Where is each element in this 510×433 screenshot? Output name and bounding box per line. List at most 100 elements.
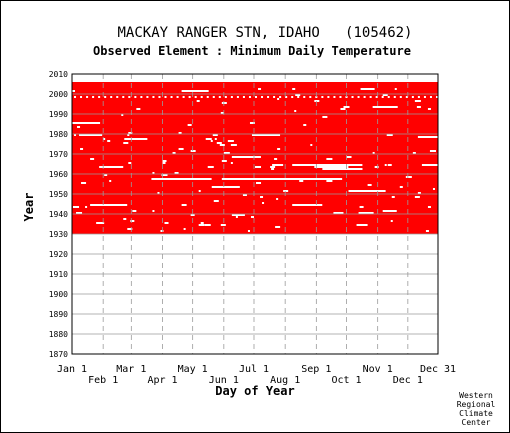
missing-data-gap bbox=[134, 96, 137, 98]
missing-data-gap bbox=[92, 96, 95, 98]
missing-data-gap bbox=[98, 96, 101, 98]
missing-data-gap bbox=[74, 96, 77, 98]
missing-data-gap bbox=[85, 206, 88, 208]
missing-data-gap bbox=[374, 166, 379, 168]
missing-data-gap bbox=[417, 96, 420, 98]
missing-data-gap bbox=[249, 122, 255, 124]
missing-data-gap bbox=[262, 202, 265, 204]
missing-data-gap bbox=[255, 96, 258, 98]
missing-data-gap bbox=[230, 96, 233, 98]
missing-data-gap bbox=[279, 96, 282, 98]
missing-data-gap bbox=[227, 140, 234, 142]
missing-data-gap bbox=[382, 210, 397, 212]
missing-data-gap bbox=[73, 206, 80, 208]
missing-data-gap bbox=[248, 96, 251, 98]
y-tick-label: 2000 bbox=[49, 90, 68, 99]
missing-data-gap bbox=[303, 96, 306, 98]
missing-data-gap bbox=[182, 96, 185, 98]
missing-data-gap bbox=[86, 96, 89, 98]
missing-data-gap bbox=[231, 156, 261, 158]
missing-data-gap bbox=[210, 140, 213, 142]
missing-data-gap bbox=[124, 138, 148, 140]
missing-data-gap bbox=[151, 178, 212, 180]
missing-data-gap bbox=[425, 230, 429, 232]
missing-data-gap bbox=[81, 182, 87, 184]
missing-data-gap bbox=[72, 90, 76, 92]
missing-data-gap bbox=[190, 214, 195, 216]
missing-data-gap bbox=[196, 100, 200, 102]
missing-data-gap bbox=[255, 166, 262, 168]
plot-border bbox=[71, 73, 439, 355]
missing-data-gap bbox=[96, 222, 105, 224]
missing-data-gap bbox=[194, 96, 197, 98]
missing-data-gap bbox=[123, 142, 129, 144]
missing-data-gap bbox=[188, 96, 191, 98]
missing-data-gap bbox=[164, 222, 169, 224]
missing-data-gap bbox=[299, 180, 304, 182]
x-tick-label: Nov 1 bbox=[363, 364, 393, 375]
missing-data-gap bbox=[160, 230, 164, 232]
missing-data-gap bbox=[212, 96, 215, 98]
x-tick-label: Aug 1 bbox=[270, 375, 300, 386]
credit-line-4: Center bbox=[462, 418, 491, 427]
y-axis-label: Year bbox=[22, 193, 36, 222]
missing-data-gap bbox=[375, 96, 378, 98]
missing-data-gap bbox=[216, 142, 222, 144]
y-tick-label: 1910 bbox=[49, 270, 68, 279]
missing-data-gap bbox=[391, 196, 395, 198]
missing-data-gap bbox=[104, 96, 107, 98]
missing-data-gap bbox=[132, 210, 137, 212]
missing-data-gap bbox=[411, 96, 414, 98]
missing-data-gap bbox=[122, 96, 125, 98]
missing-data-gap bbox=[297, 96, 300, 98]
missing-data-gap bbox=[421, 164, 442, 166]
missing-data-gap bbox=[277, 148, 281, 150]
missing-data-gap bbox=[128, 132, 133, 134]
missing-data-gap bbox=[274, 158, 278, 160]
missing-data-gap bbox=[314, 100, 320, 102]
x-tick-label: Mar 1 bbox=[116, 364, 146, 375]
missing-data-gap bbox=[162, 160, 167, 162]
x-tick-label: Jun 1 bbox=[209, 375, 239, 386]
missing-data-gap bbox=[394, 88, 397, 90]
missing-data-gap bbox=[272, 164, 284, 166]
y-tick-label: 1970 bbox=[49, 150, 68, 159]
missing-data-gap bbox=[291, 96, 294, 98]
missing-data-gap bbox=[218, 96, 221, 98]
missing-data-gap bbox=[236, 96, 239, 98]
missing-data-gap bbox=[152, 210, 155, 212]
missing-data-gap bbox=[162, 162, 166, 164]
missing-data-gap bbox=[72, 122, 101, 124]
missing-data-gap bbox=[285, 96, 288, 98]
missing-data-gap bbox=[295, 94, 301, 96]
missing-data-gap bbox=[161, 174, 168, 176]
missing-data-gap bbox=[427, 206, 431, 208]
x-tick-label: May 1 bbox=[178, 364, 208, 375]
missing-data-gap bbox=[387, 164, 392, 166]
y-tick-label: 1980 bbox=[49, 130, 68, 139]
missing-data-gap bbox=[128, 162, 132, 164]
missing-data-gap bbox=[206, 96, 209, 98]
missing-data-gap bbox=[360, 88, 375, 90]
missing-data-gap bbox=[158, 96, 161, 98]
missing-data-gap bbox=[386, 134, 393, 136]
missing-data-gap bbox=[382, 94, 388, 96]
missing-data-gap bbox=[140, 96, 143, 98]
missing-data-gap bbox=[127, 228, 133, 230]
missing-data-gap bbox=[157, 192, 160, 194]
credit-line-2: Regional bbox=[457, 400, 496, 409]
missing-data-gap bbox=[146, 96, 149, 98]
missing-data-gap bbox=[326, 158, 333, 160]
missing-data-gap bbox=[130, 220, 135, 222]
missing-data-gap bbox=[387, 96, 390, 98]
missing-data-gap bbox=[429, 96, 432, 98]
missing-data-gap bbox=[250, 216, 254, 218]
missing-data-gap bbox=[110, 96, 113, 98]
missing-data-gap bbox=[90, 204, 128, 206]
missing-data-gap bbox=[372, 152, 375, 154]
y-tick-label: 1890 bbox=[49, 310, 68, 319]
missing-data-gap bbox=[172, 152, 176, 154]
missing-data-gap bbox=[399, 186, 403, 188]
missing-data-gap bbox=[381, 96, 384, 98]
